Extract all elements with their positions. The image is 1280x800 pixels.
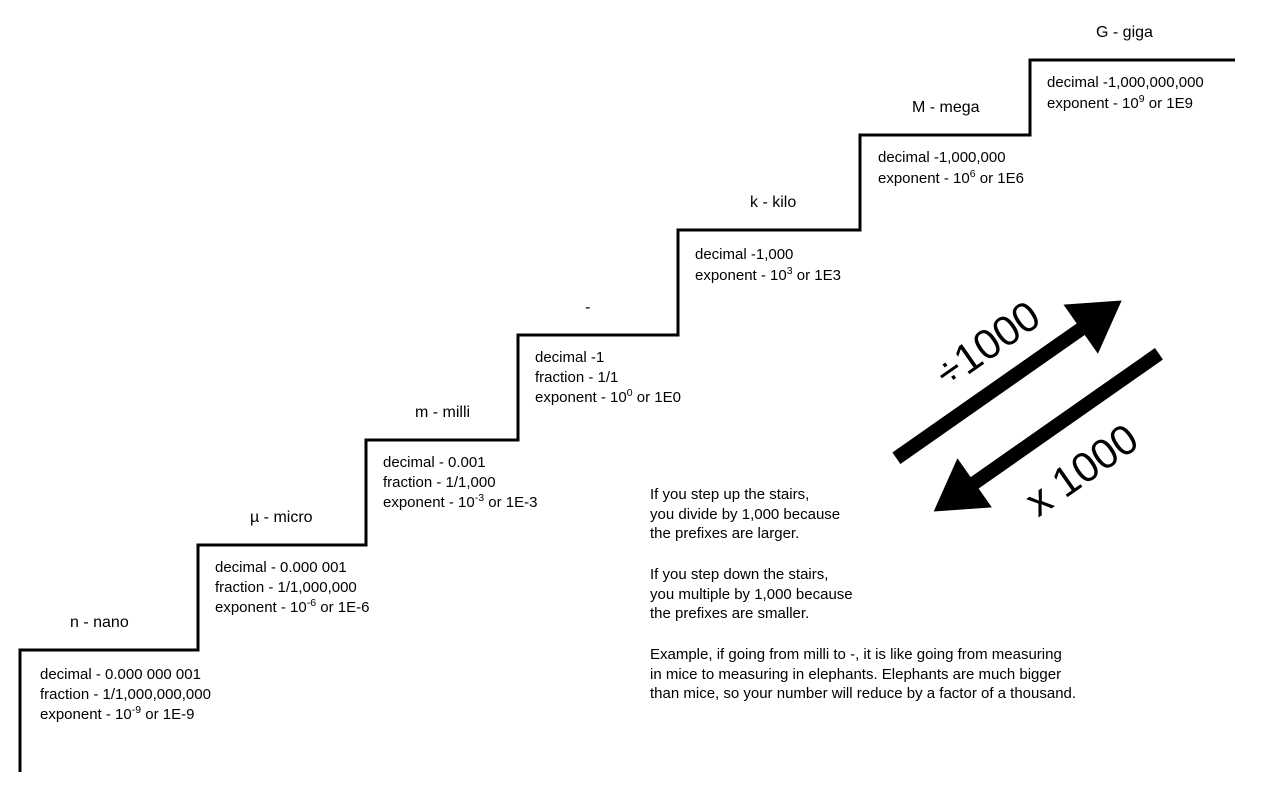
- step-label-6: G - giga: [1096, 24, 1153, 42]
- step-detail-5: decimal -1,000,000 exponent - 106 or 1E6: [878, 148, 1024, 188]
- step-detail-1: decimal - 0.000 001 fraction - 1/1,000,0…: [215, 558, 369, 618]
- step-decimal: decimal - 0.000 000 001: [40, 665, 211, 685]
- explain-example: Example, if going from milli to -, it is…: [650, 645, 1076, 704]
- step-decimal: decimal - 0.001: [383, 453, 537, 473]
- step-detail-4: decimal -1,000 exponent - 103 or 1E3: [695, 245, 841, 285]
- step-exponent: exponent - 103 or 1E3: [695, 265, 841, 286]
- step-fraction: fraction - 1/1,000,000,000: [40, 685, 211, 705]
- step-exponent: exponent - 100 or 1E0: [535, 387, 681, 408]
- step-fraction: fraction - 1/1,000,000: [215, 578, 369, 598]
- explain-up: If you step up the stairs,you divide by …: [650, 485, 840, 544]
- step-exponent: exponent - 10-3 or 1E-3: [383, 492, 537, 513]
- step-label-3: -: [585, 299, 590, 317]
- direction-arrows: ÷1000 x 1000: [830, 230, 1260, 570]
- step-detail-2: decimal - 0.001 fraction - 1/1,000 expon…: [383, 453, 537, 513]
- step-detail-6: decimal -1,000,000,000 exponent - 109 or…: [1047, 73, 1204, 113]
- divide-1000-label: ÷1000: [926, 291, 1048, 396]
- step-label-5: M - mega: [912, 99, 980, 117]
- explain-down: If you step down the stairs,you multiple…: [650, 565, 853, 624]
- times-1000-label: x 1000: [1016, 414, 1146, 525]
- step-label-1: µ - micro: [250, 509, 313, 527]
- step-detail-3: decimal -1 fraction - 1/1 exponent - 100…: [535, 348, 681, 408]
- step-label-4: k - kilo: [750, 194, 796, 212]
- step-decimal: decimal -1: [535, 348, 681, 368]
- step-decimal: decimal -1,000: [695, 245, 841, 265]
- step-decimal: decimal -1,000,000: [878, 148, 1024, 168]
- step-fraction: fraction - 1/1,000: [383, 473, 537, 493]
- step-exponent: exponent - 106 or 1E6: [878, 168, 1024, 189]
- step-fraction: fraction - 1/1: [535, 368, 681, 388]
- step-exponent: exponent - 109 or 1E9: [1047, 93, 1204, 114]
- step-label-0: n - nano: [70, 614, 129, 632]
- step-exponent: exponent - 10-6 or 1E-6: [215, 597, 369, 618]
- step-decimal: decimal - 0.000 001: [215, 558, 369, 578]
- step-exponent: exponent - 10-9 or 1E-9: [40, 704, 211, 725]
- step-label-2: m - milli: [415, 404, 470, 422]
- arrows-group: ÷1000 x 1000: [830, 230, 1260, 570]
- step-detail-0: decimal - 0.000 000 001 fraction - 1/1,0…: [40, 665, 211, 725]
- step-decimal: decimal -1,000,000,000: [1047, 73, 1204, 93]
